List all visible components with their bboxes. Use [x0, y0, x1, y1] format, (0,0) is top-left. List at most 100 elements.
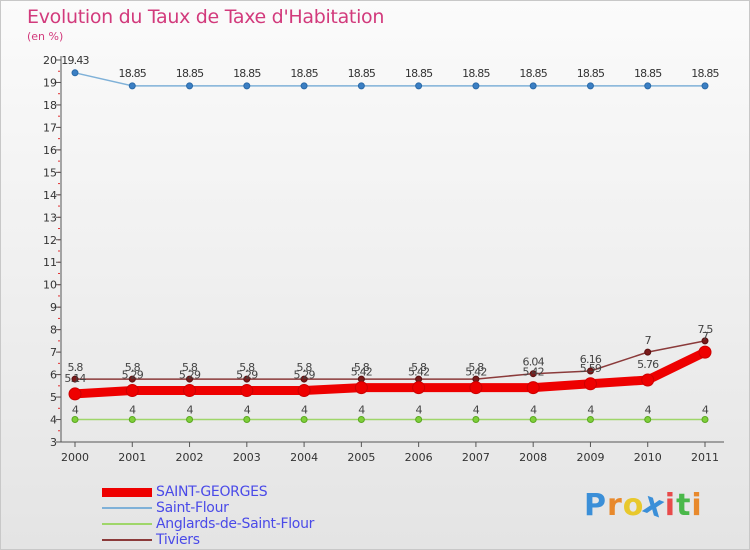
data-label: 18.85	[405, 67, 433, 80]
y-tick-label: 14	[43, 189, 57, 202]
x-tick-label: 2003	[233, 451, 261, 464]
data-label: 5.8	[67, 361, 83, 374]
data-point	[641, 373, 655, 387]
y-tick-label: 3	[50, 436, 57, 449]
data-label: 6.04	[523, 356, 545, 369]
legend-swatch	[102, 523, 152, 525]
y-tick-label: 9	[50, 301, 57, 314]
data-point	[415, 416, 423, 424]
legend-label: Saint-Flour	[156, 500, 229, 516]
data-label: 5.59	[580, 362, 602, 375]
data-point	[71, 416, 79, 424]
y-tick-label: 12	[43, 234, 57, 247]
data-label: 5.8	[411, 361, 427, 374]
data-point	[300, 82, 308, 90]
legend-label: Tiviers	[156, 532, 200, 548]
data-point	[354, 381, 368, 395]
data-label: 5.29	[293, 369, 315, 382]
data-point	[183, 384, 197, 398]
axes: 3 4 5 6 7 8 9 10 11 12 13 14 15 16 17 18 19 20 2000 2001 200…	[43, 54, 724, 464]
data-label: 5.29	[236, 369, 258, 382]
data-point	[412, 381, 426, 395]
y-tick-label: 20	[43, 54, 57, 67]
data-point	[71, 69, 79, 77]
data-point	[469, 381, 483, 395]
y-tick-label: 10	[43, 279, 57, 292]
data-point	[526, 381, 540, 395]
data-point	[529, 370, 537, 378]
data-point	[701, 337, 709, 345]
data-label: 18.85	[691, 67, 719, 80]
data-label: 5.42	[408, 366, 429, 379]
data-point	[586, 367, 594, 375]
legend-label: SAINT-GEORGES	[156, 484, 268, 500]
x-tick-label: 2008	[519, 451, 547, 464]
data-point	[586, 416, 594, 424]
y-tick-label: 8	[50, 324, 57, 337]
data-point	[472, 416, 480, 424]
logo-letter: P	[584, 488, 607, 523]
data-point	[701, 416, 709, 424]
data-label: 4	[702, 404, 709, 417]
x-tick-label: 2009	[576, 451, 604, 464]
data-point	[68, 387, 82, 401]
data-point	[586, 82, 594, 90]
x-tick-label: 2005	[347, 451, 375, 464]
data-point	[240, 384, 254, 398]
legend-swatch	[102, 488, 152, 497]
data-point	[243, 375, 251, 383]
x-tick-label: 2002	[176, 451, 204, 464]
data-label: 4	[244, 404, 251, 417]
data-label: 18.85	[290, 67, 318, 80]
data-point	[357, 82, 365, 90]
data-label: 4	[587, 404, 594, 417]
y-tick-label: 4	[50, 414, 57, 427]
data-point	[71, 375, 79, 383]
logo-letter: i	[664, 488, 677, 523]
data-point	[415, 82, 423, 90]
data-label: 18.85	[348, 67, 376, 80]
y-tick-label: 6	[50, 369, 57, 382]
data-label: 5.8	[125, 361, 141, 374]
x-tick-label: 2001	[118, 451, 146, 464]
logo-letter: o	[622, 488, 645, 523]
data-point	[357, 416, 365, 424]
x-tick-label: 2004	[290, 451, 318, 464]
data-label: 4	[416, 404, 423, 417]
data-point	[186, 82, 194, 90]
data-point	[186, 416, 194, 424]
data-label: 19.43	[61, 54, 89, 67]
data-label: 18.85	[119, 67, 147, 80]
data-point	[644, 348, 652, 356]
data-label: 18.85	[577, 67, 605, 80]
data-point	[128, 82, 136, 90]
data-label: 5.8	[354, 361, 370, 374]
data-point	[300, 375, 308, 383]
data-label: 4	[530, 404, 537, 417]
logo-letter: i	[691, 488, 703, 523]
legend-swatch	[102, 507, 152, 509]
series-line-saint-georges	[74, 348, 707, 399]
data-label: 5.29	[122, 369, 144, 382]
series-line-tiviers	[75, 340, 706, 380]
data-label: 5.8	[182, 361, 198, 374]
data-label: 5.42	[465, 366, 486, 379]
data-point	[128, 375, 136, 383]
series-layer	[68, 69, 712, 424]
data-label: 4	[72, 404, 79, 417]
data-label: 4	[129, 404, 136, 417]
data-point	[701, 82, 709, 90]
data-point	[472, 82, 480, 90]
data-label: 5.76	[637, 358, 659, 371]
legend-swatch	[102, 539, 152, 541]
logo-letter: t	[676, 488, 692, 523]
data-label: 4	[186, 404, 193, 417]
data-point	[644, 82, 652, 90]
x-tick-label: 2006	[405, 451, 433, 464]
data-point	[300, 416, 308, 424]
data-point	[186, 375, 194, 383]
data-label: 5.8	[468, 361, 484, 374]
data-point	[583, 377, 597, 391]
